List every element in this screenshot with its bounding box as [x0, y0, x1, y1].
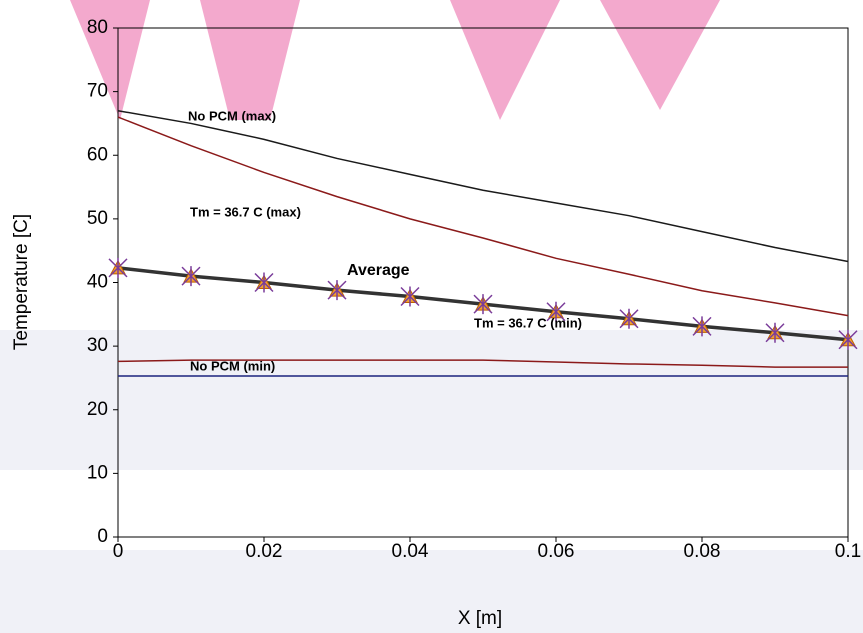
y-tick-label: 50 — [87, 208, 108, 229]
x-tick-label: 0.06 — [538, 541, 575, 562]
series-label: No PCM (max) — [188, 108, 276, 123]
series-line — [118, 111, 848, 262]
chart: Temperature [C] X [m] 0 10 20 30 40 50 60 70 80 0… — [0, 0, 863, 633]
x-tick-label: 0.02 — [246, 541, 283, 562]
x-tick-label: 0 — [113, 541, 124, 562]
y-axis-label: Temperature [C] — [11, 214, 32, 350]
series-label: Average — [347, 262, 410, 279]
y-tick-label: 70 — [87, 81, 108, 102]
y-tick-label: 20 — [87, 399, 108, 420]
series-label: Tm = 36.7 C (max) — [190, 204, 301, 219]
series-label: No PCM (min) — [190, 358, 275, 373]
y-tick-label: 40 — [87, 272, 108, 293]
x-tick-label: 0.04 — [392, 541, 429, 562]
y-tick-label: 0 — [97, 526, 108, 547]
y-tick-label: 30 — [87, 335, 108, 356]
y-tick-label: 10 — [87, 462, 108, 483]
series-label: Tm = 36.7 C (min) — [474, 315, 582, 330]
x-tick-label: 0.1 — [835, 541, 861, 562]
watermark — [0, 0, 863, 633]
y-tick-label: 80 — [87, 17, 108, 38]
x-axis-label: X [m] — [458, 608, 502, 629]
x-tick-label: 0.08 — [684, 541, 721, 562]
y-tick-label: 60 — [87, 144, 108, 165]
